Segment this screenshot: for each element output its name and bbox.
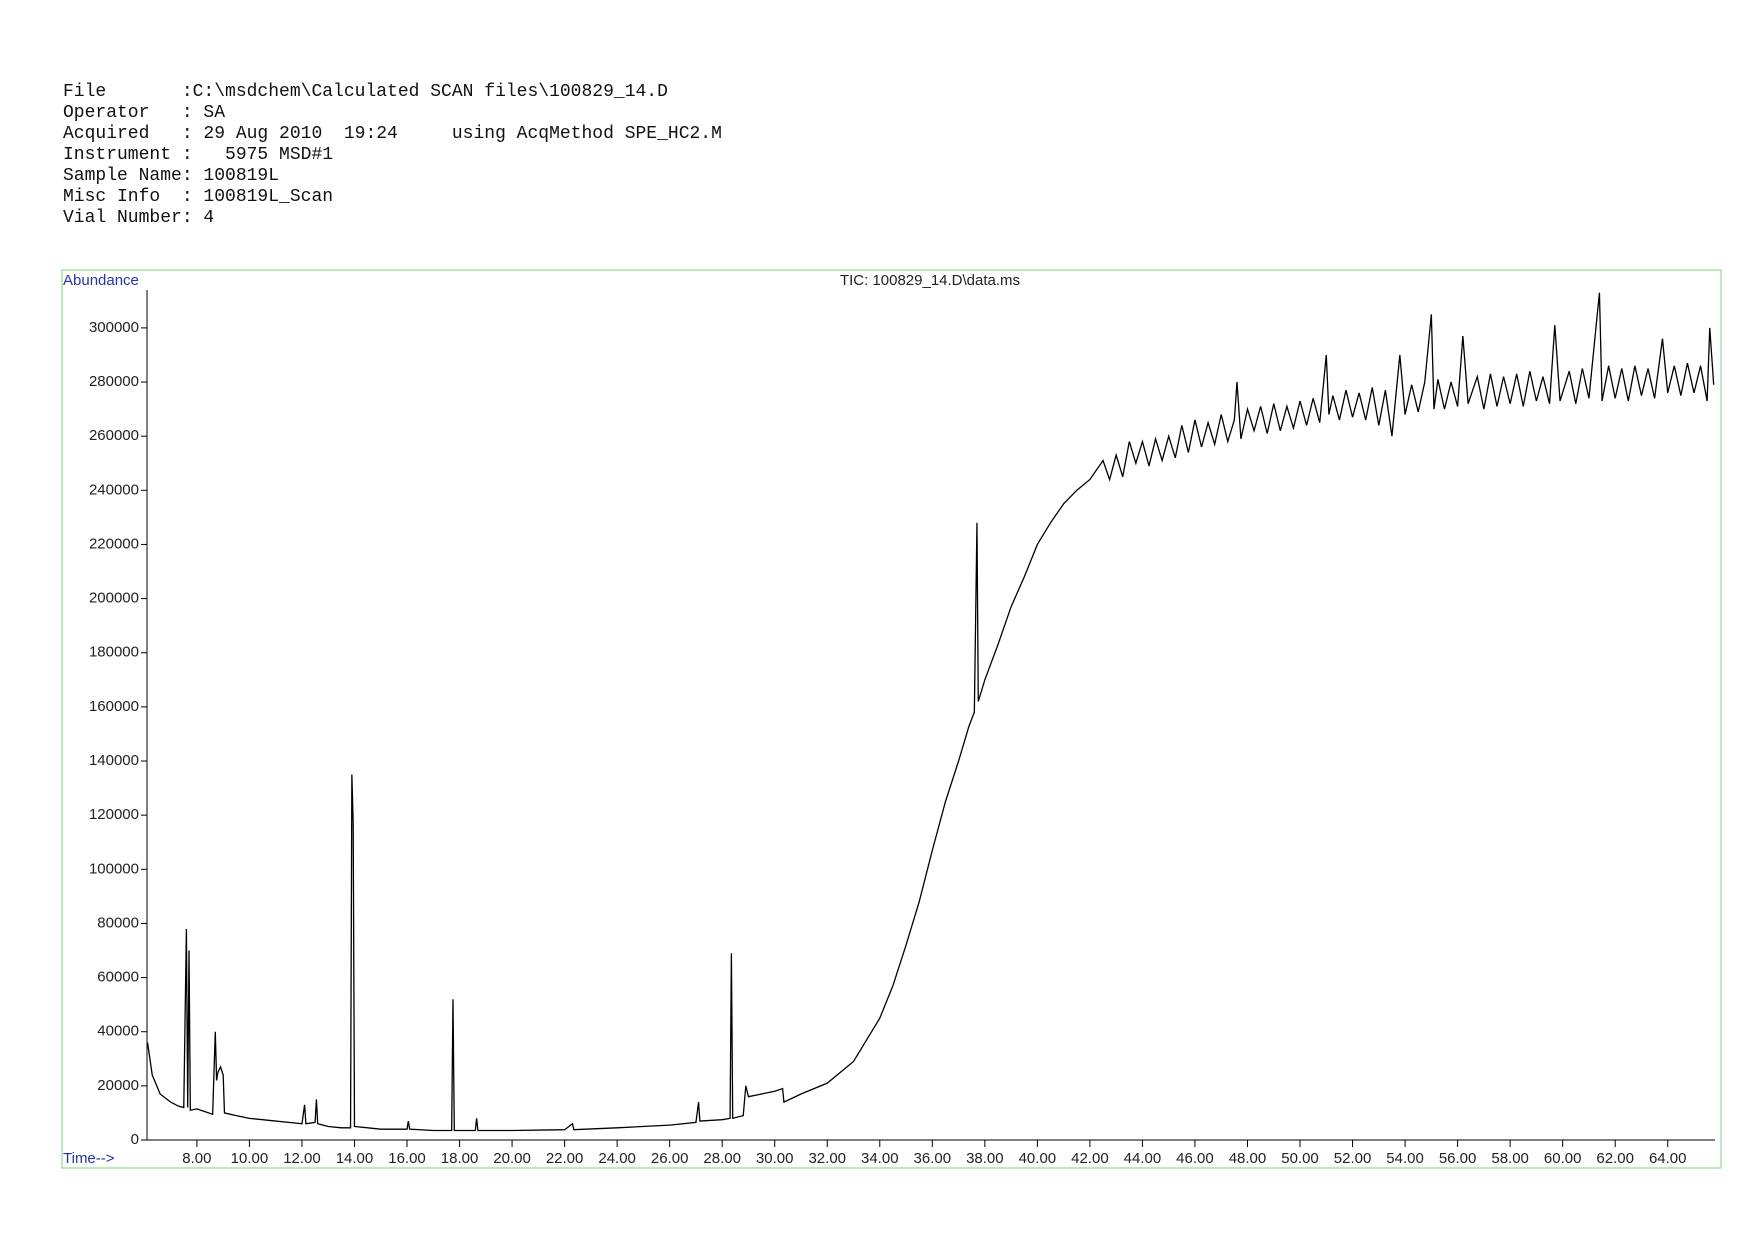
- header-line: Misc Info : 100819L_Scan: [63, 187, 334, 207]
- x-tick-label: 18.00: [441, 1150, 479, 1167]
- x-tick-label: 38.00: [966, 1150, 1004, 1167]
- x-tick-label: 34.00: [861, 1150, 899, 1167]
- x-tick-label: 50.00: [1281, 1150, 1319, 1167]
- header-line: Acquired : 29 Aug 2010 19:24 using AcqMe…: [63, 124, 722, 144]
- y-tick-label: 240000: [89, 481, 139, 498]
- x-tick-label: 24.00: [598, 1150, 636, 1167]
- x-tick-label: 14.00: [336, 1150, 374, 1167]
- y-tick-label: 220000: [89, 535, 139, 552]
- x-tick-label: 22.00: [546, 1150, 584, 1167]
- x-tick-label: 36.00: [914, 1150, 952, 1167]
- chart-title: TIC: 100829_14.D\data.ms: [840, 272, 1020, 289]
- y-tick-label: 20000: [97, 1077, 139, 1094]
- y-tick-label: 60000: [97, 969, 139, 986]
- y-tick-label: 40000: [97, 1023, 139, 1040]
- header: File :C:\msdchem\Calculated SCAN files\1…: [63, 82, 722, 229]
- x-tick-label: 26.00: [651, 1150, 689, 1167]
- y-tick-label: 100000: [89, 860, 139, 877]
- x-tick-label: 62.00: [1596, 1150, 1634, 1167]
- y-axis-label: Abundance: [63, 272, 139, 289]
- x-tick-label: 16.00: [388, 1150, 426, 1167]
- header-line: Operator : SA: [63, 103, 226, 123]
- y-tick-label: 80000: [97, 914, 139, 931]
- x-axis-label: Time-->: [63, 1150, 115, 1167]
- y-tick-label: 300000: [89, 319, 139, 336]
- x-tick-label: 32.00: [808, 1150, 846, 1167]
- x-tick-label: 8.00: [182, 1150, 211, 1167]
- plot-frame: [61, 269, 1722, 1169]
- tic-trace: [146, 292, 1715, 1132]
- x-tick-label: 54.00: [1386, 1150, 1424, 1167]
- x-tick-label: 52.00: [1334, 1150, 1372, 1167]
- x-tick-label: 10.00: [231, 1150, 269, 1167]
- x-tick-label: 58.00: [1491, 1150, 1529, 1167]
- x-tick-label: 64.00: [1649, 1150, 1687, 1167]
- header-line: Sample Name: 100819L: [63, 166, 280, 186]
- x-tick-label: 42.00: [1071, 1150, 1109, 1167]
- x-tick-label: 12.00: [283, 1150, 321, 1167]
- y-tick-label: 120000: [89, 806, 139, 823]
- x-tick-label: 48.00: [1229, 1150, 1267, 1167]
- y-tick-label: 200000: [89, 590, 139, 607]
- y-tick-label: 260000: [89, 427, 139, 444]
- y-tick-label: 280000: [89, 373, 139, 390]
- x-tick-label: 30.00: [756, 1150, 794, 1167]
- x-tick-label: 28.00: [703, 1150, 741, 1167]
- y-tick-label: 180000: [89, 644, 139, 661]
- y-tick-label: 140000: [89, 752, 139, 769]
- x-tick-label: 20.00: [493, 1150, 531, 1167]
- x-tick-label: 56.00: [1439, 1150, 1477, 1167]
- header-line: File :C:\msdchem\Calculated SCAN files\1…: [63, 82, 668, 102]
- x-tick-label: 40.00: [1019, 1150, 1057, 1167]
- header-line: Instrument : 5975 MSD#1: [63, 145, 334, 165]
- y-tick-label: 160000: [89, 698, 139, 715]
- x-tick-label: 60.00: [1544, 1150, 1582, 1167]
- y-tick-label: 0: [131, 1131, 139, 1148]
- header-line: Vial Number: 4: [63, 208, 215, 228]
- x-tick-label: 44.00: [1124, 1150, 1162, 1167]
- x-tick-label: 46.00: [1176, 1150, 1214, 1167]
